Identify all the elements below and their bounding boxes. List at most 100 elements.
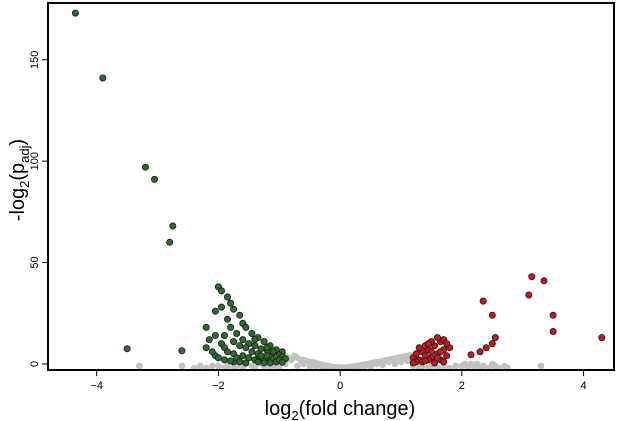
point-down — [141, 163, 149, 171]
point-ns — [385, 358, 393, 366]
y-title-sub2: adj — [17, 145, 32, 162]
y-title-end: ) — [7, 139, 29, 146]
point-down — [242, 359, 250, 367]
point-ns — [403, 357, 411, 365]
point-down — [257, 352, 265, 360]
point-up — [488, 311, 496, 319]
point-down — [263, 344, 271, 352]
point-down — [71, 9, 79, 17]
point-down — [220, 331, 228, 339]
point-down — [223, 293, 231, 301]
point-up — [476, 348, 484, 356]
point-ns — [306, 363, 314, 371]
point-down — [230, 305, 238, 313]
x-tick-label: 0 — [337, 380, 343, 392]
point-down — [278, 358, 286, 366]
point-ns — [373, 360, 380, 368]
y-axis-title: -log2(padj) — [7, 139, 32, 221]
point-up — [540, 277, 548, 285]
point-down — [214, 354, 222, 362]
point-ns — [367, 363, 374, 371]
point-ns — [215, 362, 222, 370]
point-down — [223, 348, 231, 356]
point-down — [211, 331, 219, 339]
point-down — [239, 336, 247, 344]
point-down — [236, 342, 244, 350]
point-down — [236, 311, 244, 319]
point-ns — [196, 362, 204, 370]
point-up — [433, 354, 441, 362]
point-up — [482, 344, 490, 352]
point-down — [227, 299, 235, 307]
plot-frame — [47, 2, 615, 371]
point-ns — [224, 362, 231, 370]
point-down — [178, 347, 186, 355]
point-ns — [537, 362, 545, 370]
point-ns — [312, 362, 320, 370]
x-tick-label: 2 — [459, 380, 465, 392]
y-title-sub: 2 — [17, 181, 32, 188]
point-down — [251, 336, 259, 344]
point-down — [260, 359, 268, 367]
point-up — [491, 334, 499, 342]
point-up — [598, 334, 606, 342]
point-ns — [361, 362, 368, 370]
point-ns — [473, 360, 481, 368]
point-up — [479, 297, 487, 305]
point-down — [233, 329, 241, 337]
point-down — [169, 222, 177, 230]
y-title-base: -log — [7, 188, 29, 221]
x-tick-label: −4 — [90, 380, 103, 392]
point-ns — [397, 358, 405, 366]
point-up — [443, 340, 451, 348]
point-up — [525, 291, 533, 299]
point-up — [424, 340, 432, 348]
point-down — [251, 342, 259, 350]
point-down — [236, 358, 244, 366]
x-title-sub: 2 — [291, 408, 298, 421]
point-ns — [178, 362, 186, 370]
point-ns — [136, 362, 143, 370]
x-tick-label: 4 — [581, 380, 587, 392]
point-down — [269, 348, 277, 356]
point-down — [242, 344, 250, 352]
point-ns — [391, 360, 399, 368]
point-up — [528, 273, 536, 281]
y-tick-label: 100 — [29, 152, 41, 170]
point-ns — [209, 362, 216, 370]
point-down — [208, 348, 216, 356]
point-up — [421, 357, 429, 365]
point-down — [223, 315, 231, 323]
point-down — [202, 344, 210, 352]
data-points — [71, 9, 606, 372]
y-axis: 0 50 100 150 — [29, 51, 48, 367]
point-up — [415, 344, 423, 352]
x-title-base: log — [265, 398, 292, 420]
point-down — [123, 345, 131, 353]
point-ns — [379, 361, 387, 369]
point-down — [248, 329, 256, 337]
point-down — [266, 359, 274, 367]
point-down — [205, 336, 213, 344]
y-tick-label: 0 — [29, 361, 41, 367]
point-up — [412, 350, 420, 358]
point-ns — [489, 360, 496, 368]
point-down — [99, 74, 107, 82]
y-title-mid: (p — [7, 163, 29, 181]
point-down — [227, 357, 235, 365]
point-down — [227, 323, 235, 331]
point-up — [440, 358, 448, 366]
point-up — [549, 327, 557, 335]
point-down — [260, 338, 268, 346]
point-down — [217, 287, 225, 295]
point-up — [430, 359, 438, 367]
point-down — [211, 307, 219, 315]
point-up — [467, 351, 475, 359]
point-ns — [452, 362, 460, 370]
point-up — [427, 348, 435, 356]
y-tick-label: 150 — [29, 51, 41, 69]
point-down — [254, 358, 262, 366]
point-down — [202, 323, 210, 331]
point-ns — [467, 360, 475, 368]
point-ns — [479, 362, 487, 370]
